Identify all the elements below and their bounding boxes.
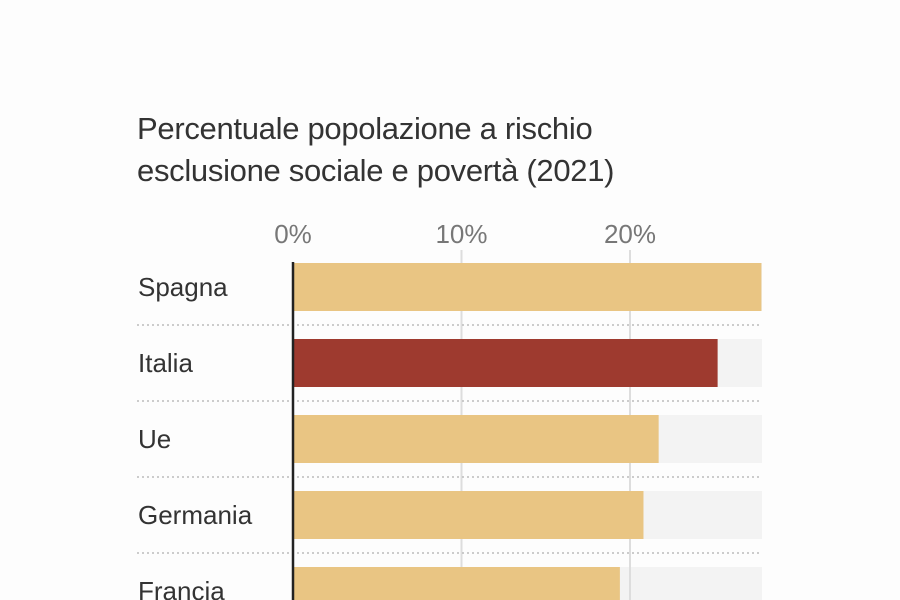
x-tick-label: 20%	[604, 219, 656, 249]
category-label: Ue	[138, 424, 171, 454]
chart-title: Percentuale popolazione a rischio esclus…	[137, 108, 614, 192]
chart-title-line-2: esclusione sociale e povertà (2021)	[137, 153, 615, 188]
bar-spagna	[293, 263, 762, 311]
bar-ue	[293, 415, 659, 463]
category-label: Spagna	[138, 272, 228, 302]
category-label: Germania	[138, 500, 253, 530]
bar-italia	[293, 339, 718, 387]
bar-francia	[293, 567, 620, 600]
x-tick-label: 10%	[435, 219, 487, 249]
category-label: Francia	[138, 576, 225, 600]
category-label: Italia	[138, 348, 193, 378]
chart-title-line-1: Percentuale popolazione a rischio	[137, 111, 593, 146]
bar-germania	[293, 491, 644, 539]
x-tick-label: 0%	[274, 219, 312, 249]
